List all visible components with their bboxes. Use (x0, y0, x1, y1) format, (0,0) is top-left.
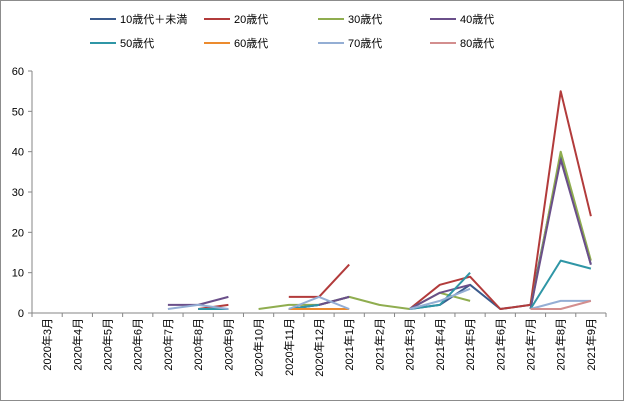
y-tick-label: 10 (12, 268, 24, 280)
x-tick-label: 2021年2月 (372, 318, 386, 371)
x-tick-label: 2021年1月 (342, 318, 356, 371)
series-line-7 (409, 287, 471, 310)
legend-label: 40歳代 (460, 13, 494, 26)
legend-label: 80歳代 (460, 37, 494, 50)
legend-label: 70歳代 (348, 37, 382, 50)
x-tick-label: 2021年9月 (584, 318, 598, 371)
x-tick-label: 2020年3月 (40, 318, 54, 371)
x-tick-label: 2021年7月 (523, 318, 537, 371)
series-line-7 (530, 299, 591, 310)
x-tick-label: 2021年6月 (493, 318, 507, 371)
legend-label: 10歳代＋未満 (120, 13, 187, 26)
y-tick-label: 20 (12, 227, 24, 239)
series-line-4 (167, 295, 229, 306)
plot-area (167, 90, 592, 310)
series-line-5 (529, 259, 592, 310)
legend-label: 50歳代 (120, 37, 154, 50)
x-axis-labels: 2020年3月 2020年4月 2020年5月 2020年6月 2020年7月 2020年… (40, 318, 598, 377)
x-tick-label: 2021年4月 (433, 318, 447, 371)
y-tick-label: 60 (12, 66, 24, 78)
x-tick-label: 2020年7月 (161, 318, 175, 371)
x-tick-label: 2020年12月 (312, 318, 326, 377)
series-line-4 (409, 283, 471, 310)
axes: 0 10 20 30 40 50 60 (12, 66, 607, 320)
legend-label: 60歳代 (234, 37, 268, 50)
x-tick-label: 2020年9月 (221, 318, 235, 371)
series-line-7 (167, 303, 229, 310)
series-line-2 (288, 263, 350, 298)
series-line-2 (408, 90, 592, 310)
legend: 10歳代＋未満 20歳代 30歳代 40歳代 50歳代 60歳代 70歳代 80歳代 (90, 13, 494, 50)
y-tick-label: 50 (12, 106, 24, 118)
series-line-4 (529, 158, 592, 310)
x-tick-label: 2020年6月 (131, 318, 145, 371)
x-tick-label: 2020年10月 (252, 318, 266, 377)
legend-label: 30歳代 (348, 13, 382, 26)
x-tick-label: 2021年8月 (554, 318, 568, 371)
x-tick-label: 2020年11月 (282, 318, 296, 376)
y-tick-label: 0 (18, 308, 24, 320)
x-tick-label: 2021年3月 (403, 318, 417, 371)
legend-label: 20歳代 (234, 13, 268, 26)
x-tick-label: 2020年5月 (101, 318, 115, 371)
x-tick-label: 2020年8月 (191, 318, 205, 371)
series-line-7 (288, 295, 350, 310)
y-tick-label: 30 (12, 187, 24, 199)
series-line-5 (409, 272, 471, 310)
series-line-8 (530, 299, 592, 310)
x-tick-label: 2021年5月 (463, 318, 477, 371)
y-tick-label: 40 (12, 147, 24, 159)
x-tick-label: 2020年4月 (70, 318, 84, 371)
